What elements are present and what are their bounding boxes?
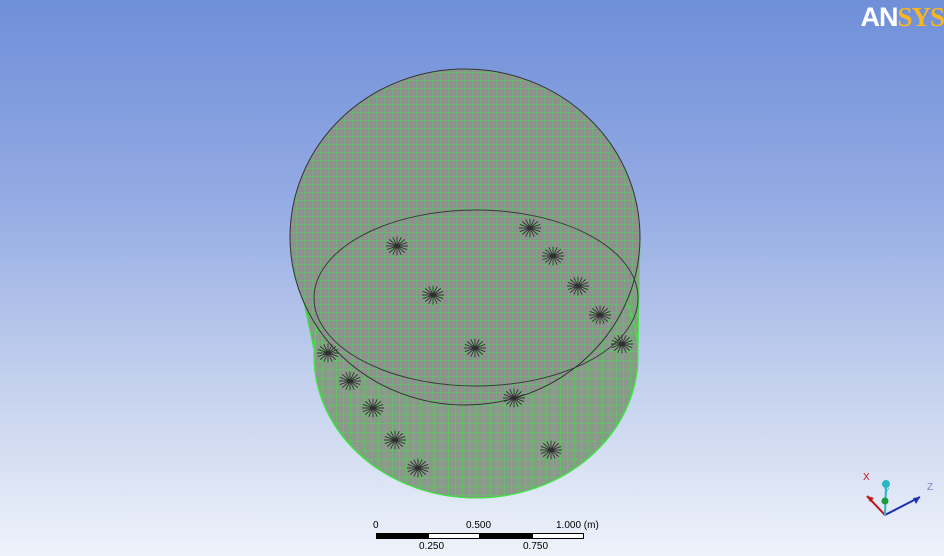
scale-seg-3 <box>480 533 532 539</box>
scale-label-0-750: 0.750 <box>523 541 549 552</box>
triad-origin-ball <box>881 497 889 505</box>
starburst-icon <box>422 285 444 305</box>
starburst-icon <box>339 371 361 391</box>
scale-seg-4 <box>532 533 584 539</box>
cylinder-top-cap <box>289 68 641 406</box>
scale-label-0: 0 <box>373 520 379 531</box>
starburst-icon <box>384 430 406 450</box>
logo-text-an: AN <box>860 2 898 32</box>
starburst-icon <box>464 338 486 358</box>
starburst-icon <box>519 218 541 238</box>
scale-seg-1 <box>376 533 428 539</box>
ansys-logo: ANSYS <box>860 4 944 31</box>
starburst-icon <box>540 440 562 460</box>
y-axis-ball <box>882 480 890 488</box>
cylinder-inner-ring <box>313 209 639 387</box>
starburst-icon <box>407 458 429 478</box>
starburst-icon <box>611 334 633 354</box>
x-axis-label: X <box>863 472 870 483</box>
scale-label-0-500: 0.500 <box>466 520 492 531</box>
scale-label-0-250: 0.250 <box>419 541 445 552</box>
z-axis-label: Z <box>927 482 933 493</box>
axis-triad[interactable]: X Y Z <box>850 470 940 530</box>
starburst-icon <box>317 343 339 363</box>
starburst-icon <box>567 276 589 296</box>
starburst-icon <box>362 398 384 418</box>
y-axis-label: Y <box>884 487 890 496</box>
starburst-icon <box>503 388 525 408</box>
scale-bar: 0 0.500 1.000 (m) 0.250 0.750 <box>370 518 620 554</box>
starburst-icon <box>542 246 564 266</box>
scale-label-1-000: 1.000 (m) <box>556 520 599 531</box>
x-axis-arrow <box>867 496 874 502</box>
scale-seg-2 <box>428 533 480 539</box>
starburst-icon <box>589 305 611 325</box>
starburst-icon <box>386 236 408 256</box>
nozzle-group <box>317 218 633 478</box>
z-axis-arrow <box>913 497 920 504</box>
logo-text-sys: SYS <box>897 2 944 32</box>
